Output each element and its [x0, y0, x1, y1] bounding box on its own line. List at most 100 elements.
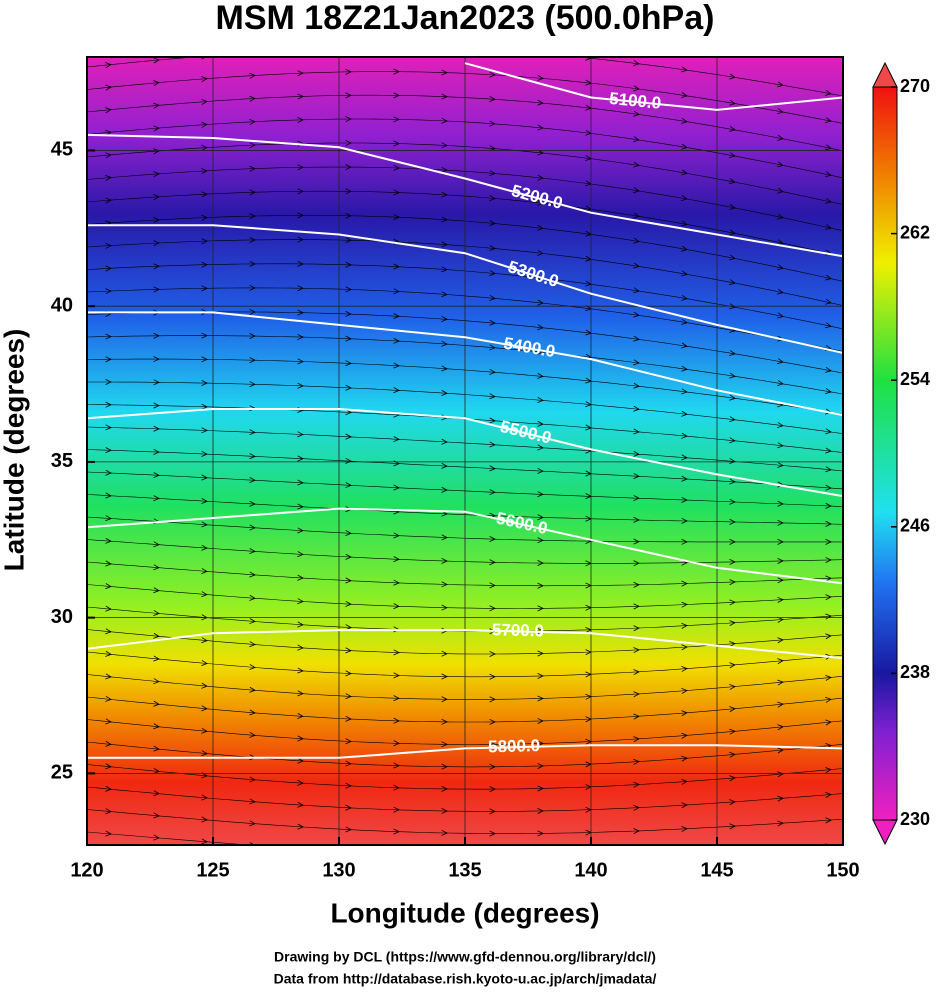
streamline-arrow — [681, 778, 688, 785]
streamline-arrow — [681, 195, 688, 202]
streamline-arrow — [777, 558, 784, 564]
streamline-arrow — [537, 491, 544, 498]
streamline-arrow — [537, 763, 544, 770]
streamline-arrow — [105, 583, 112, 590]
streamline-arrow — [393, 337, 400, 344]
streamline-arrow — [153, 263, 160, 270]
streamline-arrow — [201, 191, 208, 198]
colorbar-extend-low — [872, 819, 898, 846]
streamline-arrow — [297, 621, 304, 628]
streamline-arrow — [153, 102, 160, 109]
streamline-arrow — [441, 93, 448, 100]
streamline-arrow — [393, 603, 400, 610]
streamline-arrow — [153, 332, 160, 339]
streamline-arrow — [490, 853, 495, 858]
streamline-arrow — [393, 189, 400, 196]
streamline-arrow — [825, 447, 832, 454]
streamline-arrow — [825, 89, 832, 96]
streamline-arrow — [105, 107, 112, 114]
streamline-arrow — [153, 564, 160, 571]
streamline-arrow — [537, 605, 544, 612]
streamline-arrow — [729, 152, 736, 159]
streamline-arrow — [633, 736, 640, 743]
streamline-arrow — [153, 402, 160, 409]
streamline-arrow — [105, 469, 112, 476]
streamline-arrow — [345, 164, 352, 171]
streamline-arrow — [201, 121, 208, 128]
streamline-arrow — [297, 285, 304, 292]
streamline-arrow — [153, 472, 160, 479]
streamline-arrow — [297, 70, 304, 77]
streamline-arrow — [105, 785, 112, 792]
streamline-arrow — [729, 799, 736, 806]
streamline-arrow — [105, 673, 112, 680]
streamline-arrow — [633, 669, 640, 676]
streamline-arrow — [201, 450, 208, 457]
streamline-arrow — [201, 427, 208, 434]
streamline-arrow — [249, 618, 256, 625]
streamline-arrow — [729, 416, 736, 423]
streamline-arrow — [393, 851, 399, 856]
streamline-arrow — [201, 660, 208, 666]
streamline-arrow — [297, 527, 304, 534]
streamline-arrow — [634, 852, 639, 857]
streamline-arrow — [729, 538, 736, 545]
streamline-arrow — [249, 776, 256, 783]
streamline-arrow — [825, 322, 832, 329]
streamline-arrow — [489, 559, 496, 566]
streamline-arrow — [201, 772, 208, 779]
streamline-arrow — [681, 294, 688, 301]
streamline-arrow — [441, 650, 448, 657]
streamline-arrow — [249, 641, 256, 648]
streamline-arrow — [777, 358, 784, 365]
streamline-arrow — [105, 605, 112, 612]
streamline-arrow — [345, 624, 352, 631]
streamline-arrow — [441, 829, 448, 836]
streamline-arrow — [441, 266, 448, 273]
streamline-arrow — [153, 194, 160, 201]
streamline-arrow — [489, 696, 496, 703]
streamline-arrow — [681, 245, 688, 252]
streamline-arrow — [489, 786, 496, 793]
streamline-arrow — [537, 51, 543, 56]
streamline-arrow — [681, 665, 688, 672]
streamline-arrow — [441, 581, 448, 588]
streamline-arrow — [633, 560, 640, 567]
streamline-arrow — [249, 477, 256, 483]
streamline-arrow — [153, 171, 160, 178]
streamline-arrow — [441, 785, 448, 792]
streamline-arrow — [105, 740, 112, 747]
streamline-arrow — [297, 551, 304, 558]
streamline-arrow — [441, 365, 448, 372]
streamline-arrow — [441, 69, 448, 76]
streamline-arrow — [633, 647, 640, 654]
streamline-arrow — [777, 795, 784, 802]
streamline-arrow — [201, 838, 208, 845]
streamline-arrow — [249, 429, 256, 436]
streamline-arrow — [249, 189, 256, 196]
streamline-arrow — [825, 484, 832, 491]
streamline-arrow — [153, 286, 160, 293]
streamline-arrow — [201, 168, 208, 175]
streamline-arrow — [105, 174, 112, 181]
streamline-arrow — [201, 238, 208, 245]
streamline-arrow — [633, 161, 640, 168]
streamline-arrow — [489, 393, 496, 400]
x-tick-label: 135 — [448, 859, 481, 881]
streamline-arrow — [441, 166, 448, 173]
streamline-arrow — [297, 334, 304, 340]
y-tick-label: 40 — [51, 294, 73, 316]
streamline-arrow — [633, 405, 640, 412]
streamline-arrow — [441, 390, 448, 396]
streamline-arrow — [825, 613, 832, 620]
streamline-arrow — [393, 872, 399, 877]
streamline-arrow — [729, 558, 736, 565]
streamline-arrow — [825, 274, 832, 281]
streamline-arrow — [633, 450, 640, 457]
streamline-arrow — [393, 436, 400, 443]
streamline-arrow — [153, 80, 160, 87]
streamline-arrow — [249, 709, 256, 716]
streamline-arrow — [681, 710, 688, 717]
streamline-arrow — [249, 50, 255, 55]
